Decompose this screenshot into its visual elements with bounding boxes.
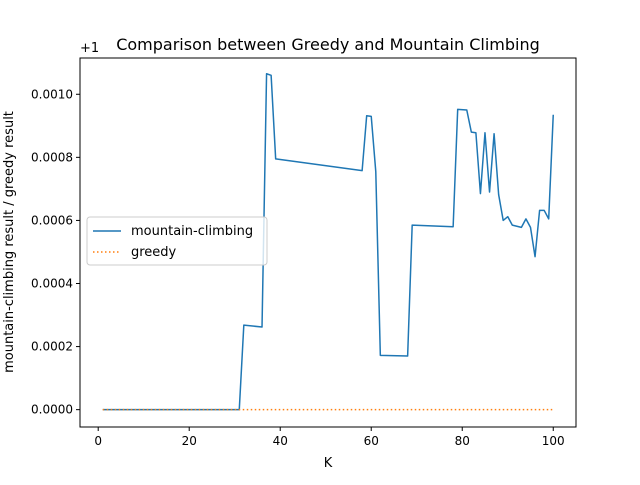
y-axis-offset-label: +1 (80, 41, 99, 56)
legend-label-mountain-climbing: mountain-climbing (131, 224, 253, 239)
series-lines (102, 73, 554, 411)
series-line-mountain-climbing (102, 73, 554, 411)
y-tick-label: 0.0006 (31, 213, 73, 227)
y-axis-label: mountain-climbing result / greedy result (2, 111, 17, 373)
legend: mountain-climbing greedy (86, 216, 268, 266)
x-tick-label: 80 (455, 434, 470, 448)
plot-frame (79, 57, 577, 428)
y-tick-label: 0.0002 (31, 340, 73, 354)
y-axis-ticks: 0.0000 0.0002 0.0004 0.0006 0.0008 0.0010 (31, 87, 80, 417)
x-tick-label: 20 (182, 434, 197, 448)
x-tick-label: 60 (364, 434, 379, 448)
axes (79, 57, 577, 428)
x-axis-label: K (324, 456, 333, 471)
legend-box (86, 216, 268, 266)
x-tick-label: 0 (94, 434, 102, 448)
y-tick-label: 0.0010 (31, 87, 73, 101)
y-tick-label: 0.0000 (31, 403, 73, 417)
x-tick-label: 100 (542, 434, 565, 448)
y-tick-label: 0.0004 (31, 277, 73, 291)
x-axis-ticks: 0 20 40 60 80 100 (94, 427, 565, 448)
legend-label-greedy: greedy (131, 245, 177, 260)
y-tick-label: 0.0008 (31, 150, 73, 164)
chart-title: Comparison between Greedy and Mountain C… (116, 35, 540, 54)
x-tick-label: 40 (273, 434, 288, 448)
